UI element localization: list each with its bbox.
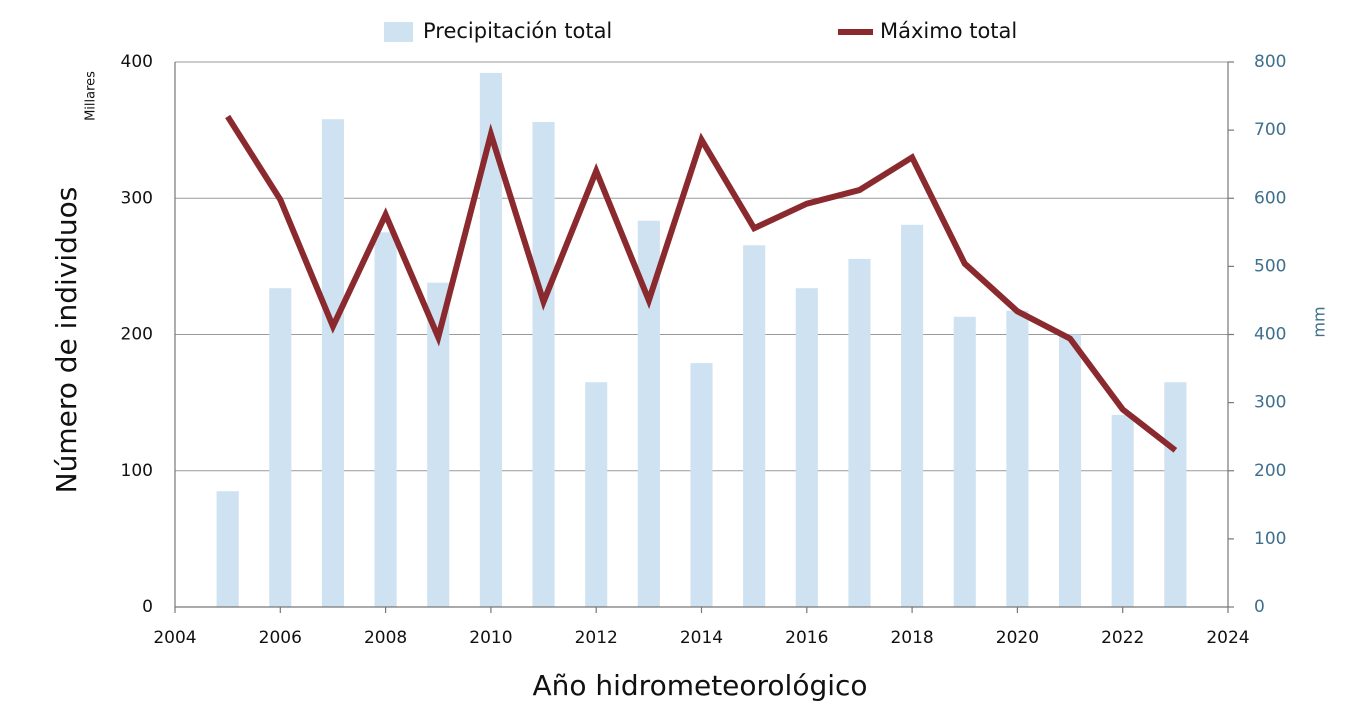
y2-tick-label: 500 — [1254, 256, 1286, 276]
bar — [848, 258, 871, 607]
y-tick-label: 100 — [121, 461, 153, 481]
bar — [427, 282, 450, 607]
bar — [637, 220, 660, 607]
y-tick-label: 200 — [121, 325, 153, 345]
legend-swatch — [384, 22, 413, 42]
bar — [321, 119, 345, 607]
y-tick-label: 0 — [142, 597, 153, 617]
bar — [269, 288, 292, 607]
line — [225, 114, 1178, 453]
bar — [1058, 334, 1082, 607]
x-tick-label: 2006 — [259, 628, 302, 648]
y2-tick-label: 200 — [1254, 461, 1286, 481]
y2-axis-title: mm — [1310, 306, 1329, 337]
y-axis-unit: Millares — [84, 71, 99, 121]
y2-tick-label: 0 — [1254, 597, 1265, 617]
bar — [374, 232, 397, 607]
bar — [901, 224, 924, 607]
bar — [690, 363, 713, 607]
bar — [1111, 414, 1134, 607]
x-tick-label: 2024 — [1206, 628, 1249, 648]
legend-label: Máximo total — [880, 19, 1017, 43]
bar — [1164, 382, 1187, 607]
x-tick-label: 2004 — [153, 628, 196, 648]
bar — [1006, 310, 1029, 607]
x-axis-title: Año hidrometeorológico — [532, 669, 867, 702]
bar — [479, 72, 502, 607]
y2-tick-label: 800 — [1254, 52, 1286, 72]
bar — [743, 245, 766, 607]
y-tick-label: 300 — [121, 188, 153, 208]
bar — [953, 316, 976, 607]
y-axis-title: Número de individuos — [50, 187, 83, 494]
legend-label: Precipitación total — [423, 19, 612, 43]
bar — [795, 288, 818, 607]
bar — [532, 121, 555, 607]
x-tick-label: 2022 — [1101, 628, 1144, 648]
y2-tick-label: 700 — [1254, 120, 1286, 140]
x-tick-label: 2014 — [680, 628, 723, 648]
x-tick-label: 2010 — [469, 628, 512, 648]
y2-tick-label: 600 — [1254, 188, 1286, 208]
bar — [216, 491, 239, 607]
y2-tick-label: 400 — [1254, 325, 1286, 345]
x-tick-label: 2008 — [364, 628, 407, 648]
x-tick-label: 2012 — [575, 628, 618, 648]
y2-tick-label: 100 — [1254, 529, 1286, 549]
x-tick-label: 2020 — [996, 628, 1039, 648]
y2-tick-label: 300 — [1254, 393, 1286, 413]
x-tick-label: 2016 — [785, 628, 828, 648]
bar — [585, 382, 608, 607]
y-tick-label: 400 — [121, 52, 153, 72]
x-tick-label: 2018 — [890, 628, 933, 648]
